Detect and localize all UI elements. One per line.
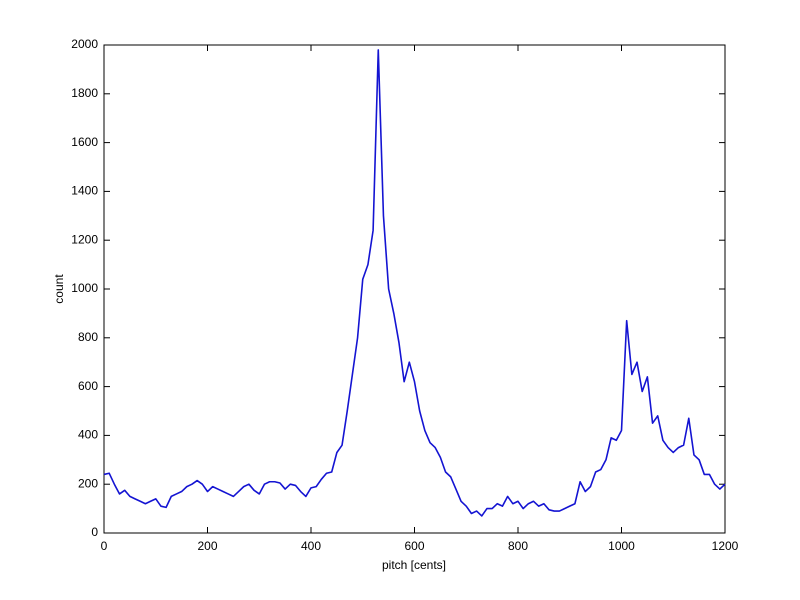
y-tick-label: 2000: [71, 37, 98, 51]
x-tick-label: 200: [197, 539, 217, 553]
x-tick-label: 800: [508, 539, 528, 553]
x-tick-label: 1000: [608, 539, 635, 553]
x-tick-label: 0: [101, 539, 108, 553]
y-axis-label: count: [52, 274, 66, 304]
y-tick-label: 1200: [71, 232, 98, 246]
line-series: [103, 49, 726, 517]
y-tick-label: 1600: [71, 135, 98, 149]
y-tick-label: 1400: [71, 184, 98, 198]
plot-frame: [103, 44, 726, 534]
x-tick-label: 400: [301, 539, 321, 553]
y-tick-label: 600: [78, 379, 98, 393]
x-axis-label: pitch [cents]: [382, 558, 446, 572]
y-tick-label: 0: [91, 525, 98, 539]
y-tick-label: 1000: [71, 281, 98, 295]
y-tick-label: 400: [78, 428, 98, 442]
y-tick-label: 1800: [71, 86, 98, 100]
y-tick-label: 200: [78, 476, 98, 490]
y-tick-label: 800: [78, 330, 98, 344]
x-tick-label: 600: [404, 539, 424, 553]
x-tick-label: 1200: [712, 539, 739, 553]
